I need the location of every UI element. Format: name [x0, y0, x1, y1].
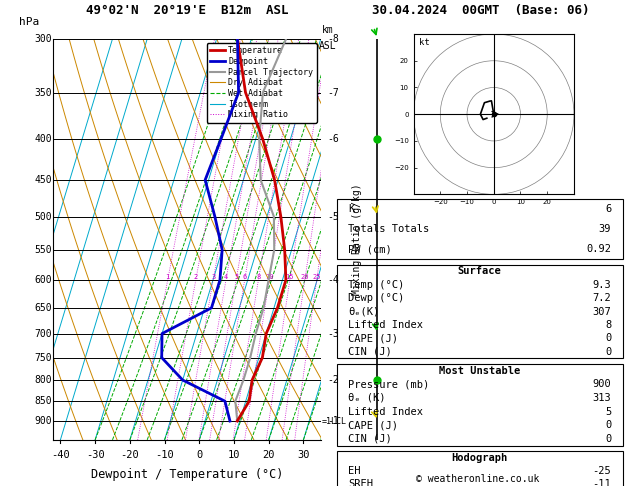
Text: -5: -5 — [328, 211, 340, 222]
Text: -25: -25 — [593, 466, 611, 476]
Text: 6: 6 — [605, 204, 611, 214]
Text: K: K — [348, 204, 354, 214]
Text: 400: 400 — [35, 134, 52, 144]
Text: 10: 10 — [265, 274, 274, 280]
Text: 20: 20 — [262, 450, 275, 460]
Text: 49°02'N  20°19'E  B12m  ASL: 49°02'N 20°19'E B12m ASL — [86, 4, 288, 17]
Text: 900: 900 — [35, 416, 52, 426]
Text: 0: 0 — [605, 347, 611, 357]
Text: km: km — [322, 25, 333, 35]
Text: 800: 800 — [35, 375, 52, 385]
Text: 7.2: 7.2 — [593, 293, 611, 303]
Text: 10: 10 — [228, 450, 240, 460]
Text: 4: 4 — [224, 274, 228, 280]
Text: 650: 650 — [35, 303, 52, 313]
Text: -20: -20 — [121, 450, 139, 460]
Bar — [337, 264, 623, 359]
Text: SREH: SREH — [348, 479, 373, 486]
Text: Most Unstable: Most Unstable — [439, 366, 520, 376]
Text: 3: 3 — [211, 274, 215, 280]
Text: Totals Totals: Totals Totals — [348, 224, 429, 234]
Text: hPa: hPa — [19, 17, 40, 27]
Text: -6: -6 — [328, 134, 340, 144]
Text: 307: 307 — [593, 307, 611, 316]
Text: 5: 5 — [234, 274, 238, 280]
Text: 39: 39 — [599, 224, 611, 234]
Text: PW (cm): PW (cm) — [348, 244, 392, 254]
Text: 900: 900 — [593, 380, 611, 389]
Text: 550: 550 — [35, 245, 52, 255]
Text: Dewpoint / Temperature (°C): Dewpoint / Temperature (°C) — [91, 468, 283, 481]
Text: 8: 8 — [256, 274, 260, 280]
Text: 300: 300 — [35, 34, 52, 44]
Text: Lifted Index: Lifted Index — [348, 407, 423, 417]
Text: Hodograph: Hodograph — [452, 452, 508, 463]
Text: EH: EH — [348, 466, 360, 476]
Text: Surface: Surface — [458, 266, 501, 276]
Text: =1LCL: =1LCL — [321, 417, 347, 426]
Text: 450: 450 — [35, 175, 52, 185]
Text: θₑ(K): θₑ(K) — [348, 307, 379, 316]
Text: 0.92: 0.92 — [586, 244, 611, 254]
Text: Dewp (°C): Dewp (°C) — [348, 293, 404, 303]
Text: 9.3: 9.3 — [593, 280, 611, 290]
Legend: Temperature, Dewpoint, Parcel Trajectory, Dry Adiabat, Wet Adiabat, Isotherm, Mi: Temperature, Dewpoint, Parcel Trajectory… — [206, 43, 316, 122]
Text: 500: 500 — [35, 211, 52, 222]
Text: -2: -2 — [328, 375, 340, 385]
Text: 0: 0 — [196, 450, 203, 460]
Text: -40: -40 — [51, 450, 70, 460]
Text: 750: 750 — [35, 353, 52, 363]
Text: 350: 350 — [35, 87, 52, 98]
Bar — [337, 364, 623, 446]
Bar — [337, 451, 623, 486]
Text: 15: 15 — [286, 274, 294, 280]
Text: 20: 20 — [301, 274, 309, 280]
Text: 313: 313 — [593, 393, 611, 403]
Text: 1: 1 — [165, 274, 170, 280]
Text: 0: 0 — [605, 434, 611, 444]
Text: -4: -4 — [328, 275, 340, 285]
Text: -11: -11 — [593, 479, 611, 486]
Text: 0: 0 — [605, 333, 611, 343]
Text: ASL: ASL — [319, 41, 337, 51]
Text: Lifted Index: Lifted Index — [348, 320, 423, 330]
Text: CAPE (J): CAPE (J) — [348, 420, 398, 430]
Text: © weatheronline.co.uk: © weatheronline.co.uk — [416, 473, 540, 484]
Text: 30: 30 — [297, 450, 309, 460]
Text: 0: 0 — [605, 420, 611, 430]
Text: 600: 600 — [35, 275, 52, 285]
Text: 8: 8 — [605, 320, 611, 330]
Text: -10: -10 — [155, 450, 174, 460]
Text: 30.04.2024  00GMT  (Base: 06): 30.04.2024 00GMT (Base: 06) — [372, 4, 590, 17]
Text: 25: 25 — [313, 274, 321, 280]
Text: CAPE (J): CAPE (J) — [348, 333, 398, 343]
Bar — [337, 199, 623, 259]
Text: CIN (J): CIN (J) — [348, 434, 392, 444]
Text: θₑ (K): θₑ (K) — [348, 393, 386, 403]
Text: -30: -30 — [86, 450, 104, 460]
Text: CIN (J): CIN (J) — [348, 347, 392, 357]
Text: -7: -7 — [328, 87, 340, 98]
Text: 5: 5 — [605, 407, 611, 417]
Text: Mixing Ratio (g/kg): Mixing Ratio (g/kg) — [352, 184, 362, 295]
Text: 850: 850 — [35, 396, 52, 406]
Text: Temp (°C): Temp (°C) — [348, 280, 404, 290]
Text: Pressure (mb): Pressure (mb) — [348, 380, 429, 389]
Text: 700: 700 — [35, 329, 52, 339]
Text: 2: 2 — [194, 274, 198, 280]
Text: 6: 6 — [243, 274, 247, 280]
Text: -3: -3 — [328, 329, 340, 339]
Text: -1: -1 — [328, 416, 340, 426]
Text: kt: kt — [419, 38, 430, 47]
Text: -8: -8 — [328, 34, 340, 44]
